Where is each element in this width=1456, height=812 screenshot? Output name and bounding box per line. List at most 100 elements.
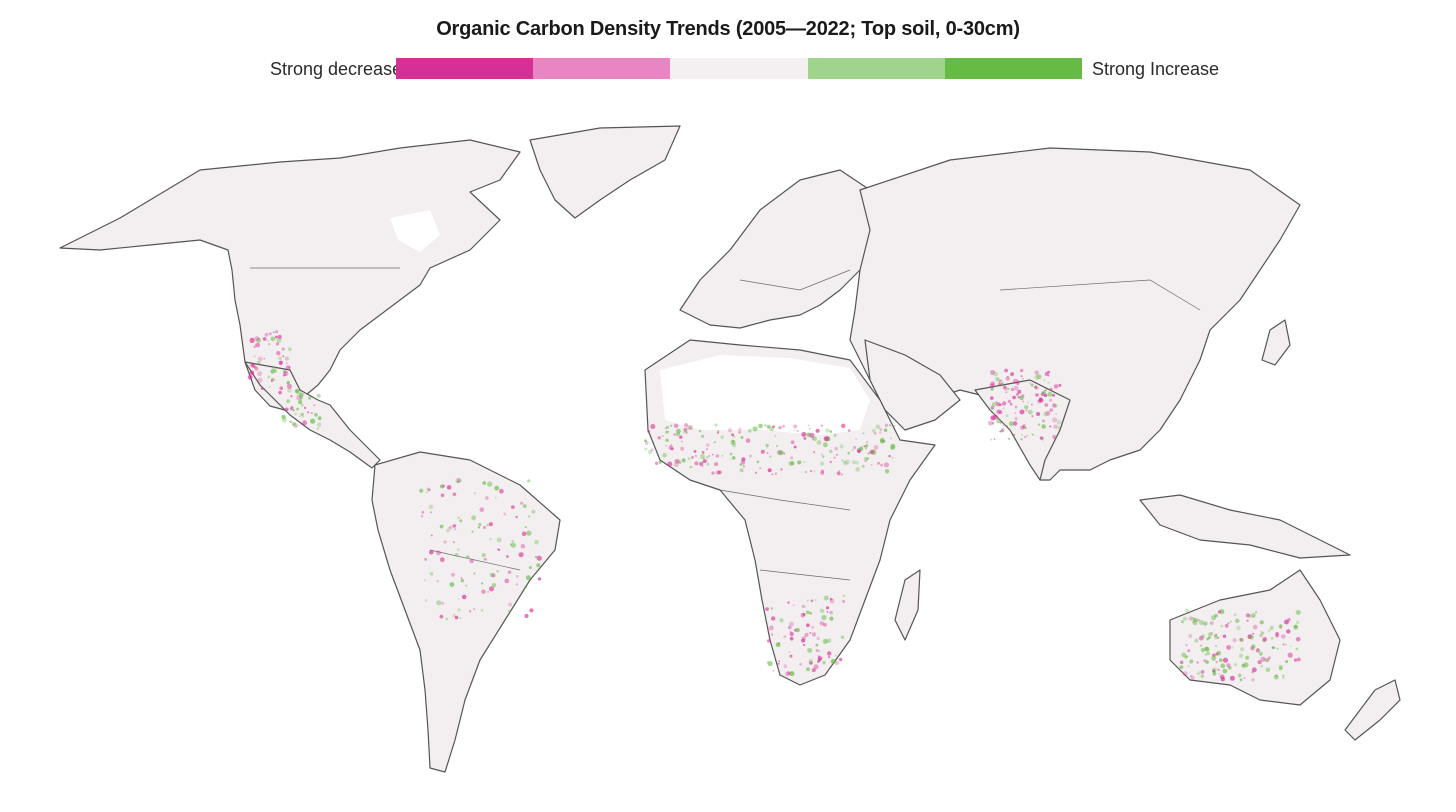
trend-speck (809, 632, 812, 634)
trend-speck (1189, 659, 1194, 664)
trend-speck (760, 449, 765, 454)
trend-speck (1022, 378, 1024, 380)
trend-speck (654, 461, 659, 465)
trend-speck (867, 452, 870, 455)
trend-speck (457, 516, 460, 519)
trend-speck (1265, 667, 1271, 673)
trend-speck (990, 369, 996, 376)
trend-speck (439, 557, 445, 563)
trend-speck (1047, 374, 1050, 377)
trend-speck (708, 454, 711, 458)
trend-speck (254, 336, 260, 341)
trend-speck (281, 414, 286, 420)
trend-speck (1222, 657, 1229, 663)
trend-speck (1017, 389, 1022, 394)
trend-speck (270, 380, 273, 383)
trend-speck (827, 655, 831, 659)
trend-speck (273, 369, 278, 373)
trend-speck (455, 477, 461, 483)
trend-speck (808, 658, 814, 664)
trend-speck (990, 415, 996, 421)
trend-speck (700, 454, 705, 459)
trend-speck (1267, 629, 1271, 633)
trend-speck (998, 383, 1002, 387)
trend-speck (1190, 675, 1195, 681)
trend-speck (527, 479, 531, 483)
trend-speck (1182, 671, 1188, 677)
trend-speck (1026, 434, 1028, 437)
trend-speck (496, 537, 502, 543)
trend-speck (841, 423, 846, 428)
trend-speck (1214, 633, 1218, 638)
trend-speck (294, 413, 297, 416)
trend-speck (262, 337, 267, 341)
trend-speck (304, 406, 307, 409)
trend-speck (1053, 424, 1058, 429)
trend-speck (1016, 382, 1020, 385)
legend-swatch-strong-decrease (396, 58, 534, 79)
trend-speck (436, 600, 442, 606)
trend-speck (1185, 655, 1188, 658)
trend-speck (440, 493, 445, 498)
greenland (529, 125, 681, 219)
trend-speck (1180, 660, 1184, 664)
trend-speck (862, 432, 865, 435)
trend-speck (855, 438, 857, 440)
trend-speck (814, 599, 817, 602)
trend-speck (482, 481, 487, 485)
trend-speck (316, 422, 322, 427)
trend-speck (1226, 645, 1231, 650)
trend-speck (871, 428, 877, 433)
trend-speck (1282, 674, 1285, 678)
trend-speck (289, 420, 293, 424)
trend-speck (769, 455, 772, 458)
trend-speck (1041, 424, 1046, 429)
trend-speck (793, 429, 796, 432)
trend-speck (853, 445, 857, 450)
trend-speck (820, 656, 823, 659)
trend-speck (693, 450, 697, 453)
trend-speck (257, 361, 261, 365)
trend-speck (489, 586, 494, 592)
trend-speck (1199, 620, 1204, 625)
trend-speck (439, 614, 444, 619)
trend-speck (861, 464, 865, 468)
trend-speck (511, 505, 515, 509)
trend-speck (728, 428, 732, 433)
trend-speck (801, 638, 806, 643)
trend-speck (790, 440, 795, 445)
trend-speck (481, 553, 486, 558)
trend-speck (509, 543, 513, 546)
trend-speck (888, 424, 891, 427)
trend-speck (1220, 663, 1226, 669)
trend-speck (1006, 376, 1009, 378)
trend-speck (818, 650, 821, 653)
trend-speck (1016, 393, 1019, 396)
trend-speck (1002, 423, 1006, 426)
trend-speck (857, 449, 861, 454)
trend-speck (1224, 624, 1229, 628)
trend-speck (864, 444, 869, 448)
trend-speck (804, 632, 809, 638)
trend-speck (1020, 368, 1024, 372)
trend-speck (890, 437, 892, 440)
trend-speck (298, 399, 303, 405)
trend-speck (1275, 634, 1279, 638)
trend-speck (789, 654, 793, 658)
trend-speck (1005, 376, 1010, 381)
trend-speck (494, 485, 500, 491)
trend-speck (999, 379, 1003, 382)
trend-speck (287, 388, 292, 393)
trend-speck (295, 425, 298, 428)
trend-speck (801, 604, 805, 608)
trend-speck (1013, 385, 1019, 391)
trend-speck (300, 403, 304, 407)
trend-speck (453, 528, 457, 531)
trend-speck (772, 425, 776, 429)
trend-speck (507, 570, 512, 574)
trend-speck (1007, 387, 1010, 391)
trend-speck (1282, 643, 1285, 646)
trend-speck (829, 616, 834, 621)
trend-speck (821, 453, 823, 456)
trend-speck (811, 632, 817, 637)
